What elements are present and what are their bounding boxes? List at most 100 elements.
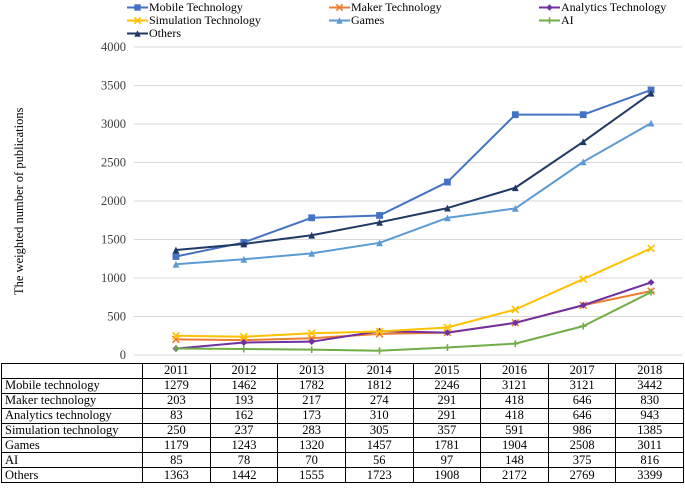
data-point-marker — [134, 4, 141, 11]
value-cell: 305 — [344, 422, 414, 439]
data-point-marker — [376, 347, 383, 355]
row-label-cell: Analytics technology — [1, 407, 143, 424]
value-cell: 1908 — [412, 467, 482, 484]
table-header-cell — [1, 363, 143, 379]
legend-label: Analytics Technology — [561, 0, 667, 14]
value-cell: 85 — [142, 452, 211, 469]
data-point-marker — [308, 346, 316, 354]
value-cell: 1904 — [480, 437, 549, 454]
table-header-cell: 2014 — [344, 363, 414, 379]
y-axis-tick-label: 2500 — [101, 156, 126, 170]
series-others — [172, 89, 655, 254]
data-point-marker — [172, 345, 180, 352]
table-row: Analytics technology 83 162 173 310 291 418 646… — [1, 407, 684, 424]
row-label-cell: AI — [1, 452, 143, 469]
data-point-marker — [511, 204, 519, 212]
data-point-marker — [240, 240, 248, 248]
legend-item-analytics-technology: Analytics Technology — [539, 0, 667, 14]
table-header-cell: 2012 — [209, 363, 279, 379]
value-cell: 56 — [344, 452, 414, 469]
value-cell: 250 — [142, 422, 211, 439]
data-point-marker — [336, 17, 343, 24]
legend-label: Simulation Technology — [149, 13, 261, 27]
series-ai — [172, 288, 655, 355]
table-row: Mobile technology 1279 1462 1782 1812 2246 312… — [1, 377, 684, 394]
value-cell: 1782 — [277, 377, 346, 394]
value-cell: 1781 — [412, 437, 482, 454]
value-cell: 2172 — [480, 467, 549, 484]
value-cell: 97 — [412, 452, 482, 469]
value-cell: 1723 — [344, 467, 414, 484]
data-point-marker — [511, 340, 519, 348]
data-point-marker — [511, 319, 519, 327]
legend-column: Mobile Technology Simulation Technology Ot… — [127, 0, 261, 40]
value-cell: 283 — [277, 422, 346, 439]
value-cell: 70 — [277, 452, 346, 469]
legend-label: Games — [351, 13, 385, 27]
value-cell: 1179 — [142, 437, 211, 454]
data-point-marker — [133, 16, 142, 25]
y-axis-tick-label: 2000 — [101, 194, 126, 208]
data-point-marker — [240, 339, 248, 346]
table-header-cell: 2016 — [480, 363, 549, 379]
value-cell: 1462 — [209, 377, 279, 394]
series-simulation-technology — [171, 244, 656, 341]
data-point-marker — [444, 204, 451, 212]
data-point-marker — [647, 119, 655, 127]
data-point-marker — [444, 214, 451, 222]
value-cell: 646 — [547, 407, 617, 424]
value-cell: 162 — [209, 407, 279, 424]
table-header-cell: 2013 — [277, 363, 346, 379]
series-games — [172, 119, 655, 268]
legend-item-simulation-technology: Simulation Technology — [127, 13, 261, 27]
data-point-marker — [443, 323, 452, 332]
y-axis-tick-label: 1500 — [101, 233, 126, 247]
data-point-marker — [546, 17, 553, 24]
legend-swatch-plus-icon — [539, 17, 560, 24]
data-point-marker — [647, 89, 655, 97]
data-point-marker — [240, 255, 248, 263]
row-label-cell: Maker technology — [1, 392, 143, 409]
table-row: AI 85 78 70 56 97 148 375 816 — [1, 452, 684, 469]
data-point-marker — [579, 301, 587, 309]
table-header-cell: 2015 — [412, 363, 482, 379]
data-point-marker — [511, 111, 519, 119]
value-cell: 3442 — [615, 377, 684, 394]
value-cell: 173 — [277, 407, 346, 424]
value-cell: 375 — [547, 452, 617, 469]
data-point-marker — [579, 138, 587, 146]
data-point-marker — [579, 111, 587, 119]
legend-swatch-square-icon — [127, 4, 148, 11]
legend-column: Analytics Technology AI — [539, 0, 667, 27]
data-point-marker — [376, 218, 383, 226]
series-line — [174, 122, 653, 266]
y-axis-tick-label: 1000 — [101, 271, 126, 285]
value-cell: 3011 — [615, 437, 684, 454]
legend-item-others: Others — [127, 26, 261, 40]
legend-swatch-x-icon — [329, 3, 350, 12]
data-point-marker — [335, 3, 344, 12]
legend-column: Maker Technology Games — [329, 0, 442, 27]
legend-swatch-triangle-icon — [329, 17, 350, 24]
data-point-marker — [444, 329, 451, 336]
value-cell: 646 — [547, 392, 617, 409]
row-label-cell: Mobile technology — [1, 377, 143, 394]
series-line — [174, 88, 653, 258]
value-cell: 2769 — [547, 467, 617, 484]
table-header-cell: 2018 — [615, 363, 684, 379]
data-point-marker — [444, 344, 451, 351]
data-point-marker — [511, 305, 520, 314]
legend-swatch-diamond-icon — [539, 4, 560, 11]
value-cell: 1320 — [277, 437, 346, 454]
value-cell: 83 — [142, 407, 211, 424]
data-point-marker — [647, 244, 656, 253]
legend-label: AI — [561, 13, 574, 27]
value-cell: 291 — [412, 392, 482, 409]
table-row: Simulation technology 250 237 283 305 357 591 9… — [1, 422, 684, 439]
table-header-row: 2011 2012 2013 2014 2015 2016 2017 2018 — [1, 363, 684, 379]
y-axis-tick-label: 500 — [107, 310, 126, 324]
row-label-cell: Others — [1, 467, 143, 484]
legend-item-mobile-technology: Mobile Technology — [127, 0, 261, 14]
value-cell: 943 — [615, 407, 684, 424]
